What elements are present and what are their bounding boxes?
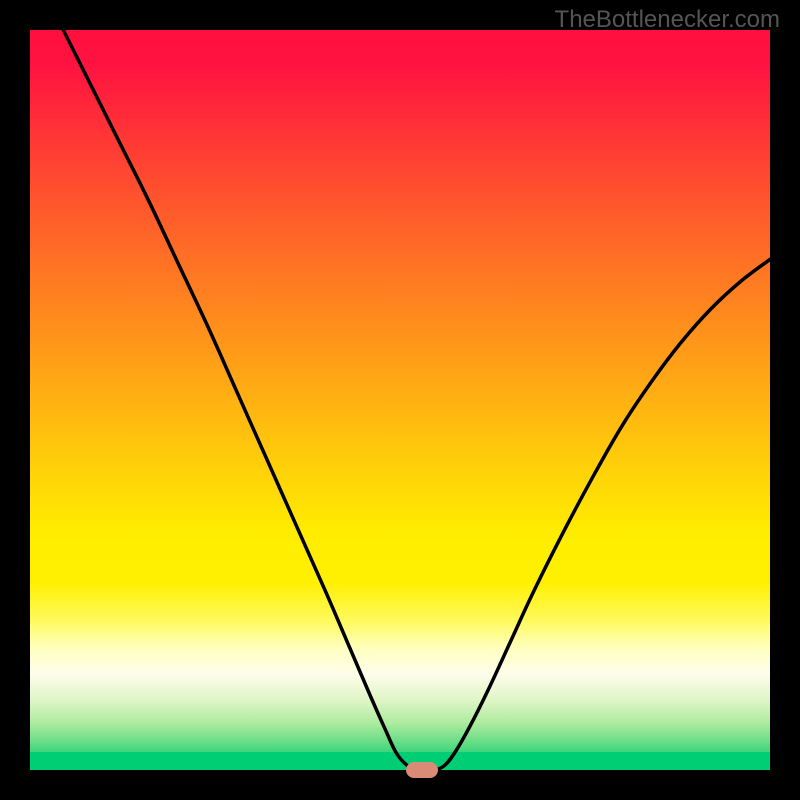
plot-area (30, 30, 770, 770)
chart-frame: TheBottlenecker.com (0, 0, 800, 800)
pale-yellow-band (30, 622, 770, 689)
minimum-marker (406, 762, 438, 778)
watermark-text: TheBottlenecker.com (555, 6, 780, 34)
green-bottom-band (30, 752, 770, 771)
